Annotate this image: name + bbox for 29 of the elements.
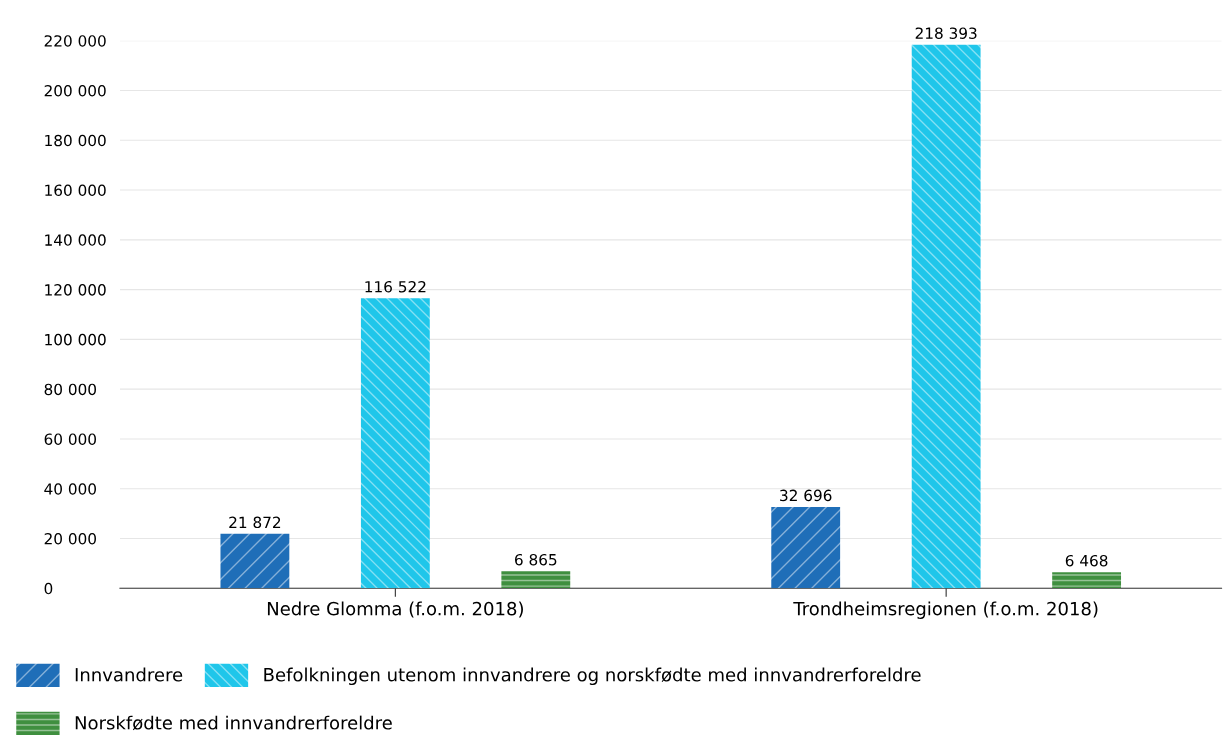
legend-label: Befolkningen utenom innvandrere og norskfødte med innvandrerforeldre	[264, 667, 921, 686]
y-tick-label: 20 000	[44, 532, 97, 545]
bar	[360, 298, 430, 589]
legend-label: Norskfødte med innvandrerforeldre	[75, 715, 392, 731]
y-tick-label: 220 000	[44, 35, 106, 47]
data-label: 21 872	[229, 516, 281, 529]
legend-label: Innvandrere	[75, 667, 183, 682]
data-label: 6 468	[1065, 554, 1108, 567]
y-tick-label: 100 000	[45, 333, 106, 346]
y-tick-label: 140 000	[45, 234, 106, 246]
bar	[501, 571, 571, 589]
y-tick-label: 180 000	[45, 134, 106, 147]
y-tick-label: 60 000	[44, 433, 97, 445]
bar	[911, 44, 981, 589]
y-tick-label: 160 000	[45, 184, 106, 197]
bar	[220, 533, 290, 589]
y-tick-label: 80 000	[44, 383, 97, 396]
bar	[1052, 572, 1122, 589]
data-label: 32 696	[780, 489, 832, 502]
x-tick-label: Trondheimsregionen (f.o.m. 2018)	[793, 601, 1098, 619]
y-tick-label: 0	[44, 582, 53, 595]
data-label: 116 522	[365, 280, 426, 293]
y-tick-label: 120 000	[45, 284, 106, 296]
y-tick-label: 200 000	[44, 84, 106, 97]
y-tick-label: 40 000	[44, 483, 97, 495]
x-tick-label: Nedre Glomma (f.o.m. 2018)	[267, 601, 523, 618]
bar	[771, 506, 841, 589]
data-label: 218 393	[915, 27, 977, 39]
data-label: 6 865	[515, 553, 557, 566]
